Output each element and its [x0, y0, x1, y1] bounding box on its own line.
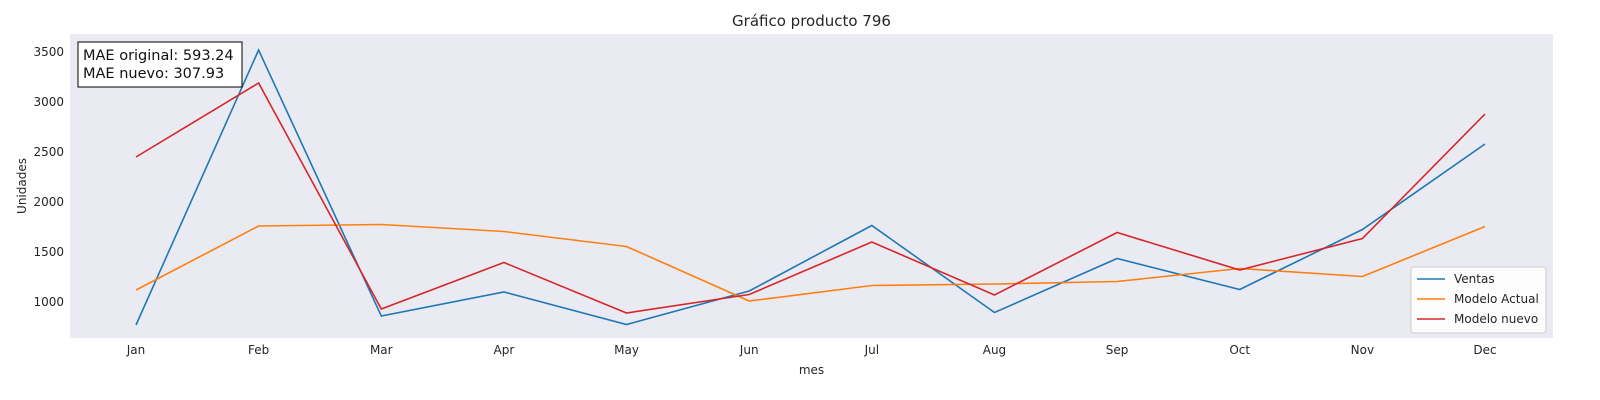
x-tick-label: Aug [983, 343, 1006, 357]
legend-box [1410, 266, 1547, 334]
series-line-3 [135, 81, 1486, 314]
x-tick-label: Apr [494, 343, 515, 357]
y-tick-label: 1000 [33, 295, 64, 309]
legend: Ventas Modelo Actual Modelo nuevo [1410, 266, 1547, 334]
y-tick-label: 2000 [33, 195, 64, 209]
legend-label: Modelo nuevo [1454, 312, 1538, 326]
x-tick-label: Dec [1473, 343, 1496, 357]
annotation-box-frame [77, 41, 243, 88]
y-tick-label: 1500 [33, 245, 64, 259]
legend-label: Modelo Actual [1454, 292, 1539, 306]
plot-area [70, 34, 1553, 338]
annotation-mae-nuevo: MAE nuevo: 307.93 [83, 66, 224, 82]
x-tick-label: Jun [739, 343, 759, 357]
series-layer [135, 48, 1486, 326]
x-tick-label: Sep [1106, 343, 1129, 357]
x-tick-label: Nov [1351, 343, 1374, 357]
y-tick-label: 3000 [33, 95, 64, 109]
x-tick-label: Jan [126, 343, 146, 357]
x-tick-label: May [614, 343, 639, 357]
y-tick-label: 3500 [33, 45, 64, 59]
x-tick-label: Mar [370, 343, 393, 357]
annotation-mae-original: MAE original: 593.24 [83, 48, 234, 64]
legend-items: Ventas Modelo Actual Modelo nuevo [1417, 272, 1539, 326]
x-tick-label: Jul [864, 343, 879, 357]
y-axis-label: Unidades [15, 158, 29, 214]
x-tick-label: Oct [1229, 343, 1250, 357]
x-axis-label: mes [799, 363, 824, 377]
x-tick-labels: Jan Feb Mar Apr May Jun Jul Aug Sep Oct Nov Dec [126, 343, 1497, 357]
y-tick-label: 2500 [33, 145, 64, 159]
chart-title: Gráfico producto 796 [732, 12, 891, 30]
x-tick-label: Feb [248, 343, 269, 357]
series-line-2 [135, 223, 1486, 302]
legend-label: Ventas [1454, 272, 1495, 286]
y-tick-labels: 1000 1500 2000 2500 3000 3500 [33, 45, 64, 309]
mae-annotation: MAE original: 593.24 MAE nuevo: 307.93 [77, 41, 243, 88]
